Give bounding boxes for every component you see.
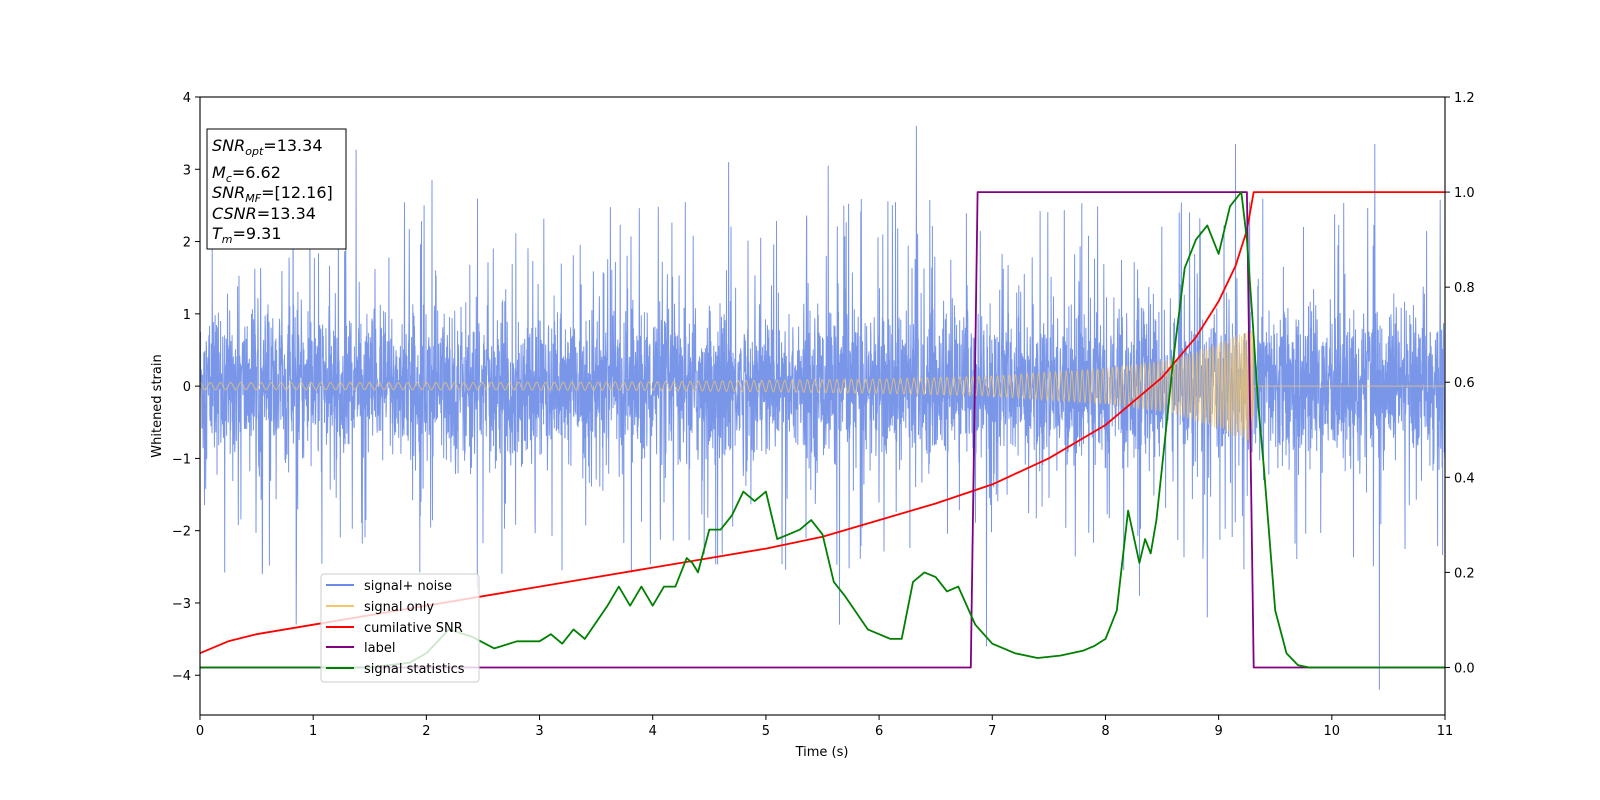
- x-tick-label: 0: [196, 724, 204, 739]
- x-tick-label: 1: [309, 724, 317, 739]
- y-tick-label: 1: [183, 308, 191, 323]
- y2-tick-label: 0.2: [1454, 566, 1475, 581]
- x-tick-label: 6: [875, 724, 883, 739]
- y-axis-left: 4 3 2 1 0 −1 −2 −3 −4: [172, 91, 200, 684]
- x-axis: 0 1 2 3 4 5 6 7 8 9 10 11: [196, 715, 1453, 739]
- x-tick-label: 2: [422, 724, 430, 739]
- y2-tick-label: 1.2: [1454, 91, 1475, 106]
- y2-tick-label: 0.6: [1454, 376, 1475, 391]
- y-tick-label: 2: [183, 236, 191, 251]
- y-tick-label: −2: [172, 525, 191, 540]
- y-tick-label: 0: [183, 380, 191, 395]
- x-tick-label: 3: [535, 724, 543, 739]
- y-tick-label: 4: [183, 91, 191, 106]
- x-axis-label: Time (s): [795, 745, 849, 760]
- legend-label-cumulative-snr: cumilative SNR: [364, 621, 463, 636]
- series-signal-only-line: [200, 329, 1445, 443]
- legend: signal+ noise signal only cumilative SNR…: [320, 573, 480, 683]
- series-label-line: [200, 191, 1445, 669]
- y-tick-label: −4: [172, 669, 191, 684]
- x-tick-label: 5: [762, 724, 770, 739]
- annotation-csnr: CSNR=13.34: [212, 204, 316, 223]
- y2-tick-label: 1.0: [1454, 186, 1475, 201]
- annotation-tm: Tm=9.31: [212, 224, 282, 246]
- legend-label-label: label: [364, 641, 395, 656]
- legend-label-signal-only: signal only: [364, 600, 434, 615]
- y-tick-label: −3: [172, 597, 191, 612]
- x-tick-label: 4: [649, 724, 657, 739]
- x-tick-label: 11: [1437, 724, 1454, 739]
- y-tick-label: 3: [183, 163, 191, 178]
- y-axis-label: Whitened strain: [150, 354, 165, 457]
- legend-frame: [320, 573, 480, 683]
- annotation-mc: Mc=6.62: [212, 163, 281, 185]
- y-axis-right: 1.2 1.0 0.8 0.6 0.4 0.2 0.0: [1445, 91, 1475, 676]
- y2-tick-label: 0.4: [1454, 471, 1475, 486]
- x-tick-label: 8: [1101, 724, 1109, 739]
- y-tick-label: −1: [172, 452, 191, 467]
- annotation-snr-opt: SNRopt=13.34: [212, 136, 323, 158]
- x-tick-label: 9: [1214, 724, 1222, 739]
- x-tick-label: 7: [988, 724, 996, 739]
- legend-label-signal-statistics: signal statistics: [364, 662, 465, 677]
- y2-tick-label: 0.8: [1454, 281, 1475, 296]
- annotation-snr-mf: SNRMF=[12.16]: [212, 183, 333, 205]
- annotation-frame: [206, 128, 347, 250]
- x-tick-label: 10: [1324, 724, 1341, 739]
- series-signal-statistics-line: [200, 191, 1445, 669]
- plot-frame: [199, 96, 1446, 716]
- annotation-box: SNRopt=13.34 Mc=6.62 SNRMF=[12.16] CSNR=…: [206, 128, 347, 250]
- legend-label-signal-noise: signal+ noise: [364, 579, 452, 594]
- y2-tick-label: 0.0: [1454, 661, 1475, 676]
